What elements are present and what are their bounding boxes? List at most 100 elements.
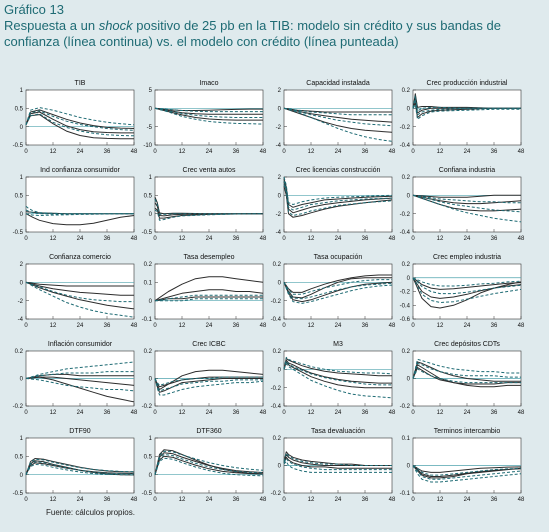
solid-series-line [283,361,392,389]
solid-series-line [412,465,522,473]
solid-series-line [25,376,135,403]
panel-title: Inflación consumidor [48,341,113,348]
y-tick-label: 0.5 [144,194,153,200]
solid-series-line [283,281,393,303]
y-tick-label: -0.2 [400,404,411,410]
x-tick-label: 0 [24,497,28,503]
x-tick-label: 36 [362,410,369,416]
x-tick-label: 12 [179,149,186,155]
dashed-series-line [154,457,264,477]
solid-series-line [283,107,393,133]
solid-series-line [25,213,135,226]
solid-series-line [25,462,135,475]
solid-series-line [412,194,521,198]
dashed-series-line [154,107,263,118]
panel-frame [25,263,135,320]
x-tick-label: 0 [153,149,157,155]
figure-header: Gráfico 13 Respuesta a un shock positivo… [4,2,544,50]
x-tick-label: 36 [233,149,240,155]
y-tick-label: 0 [20,377,24,383]
panel-title: Crec producción industrial [427,80,508,87]
y-tick-label: -0.6 [400,317,411,323]
x-tick-label: 24 [77,410,84,416]
x-tick-label: 48 [131,323,138,329]
x-tick-label: 12 [437,410,444,416]
solid-series-line [154,289,264,302]
x-tick-label: 48 [260,323,267,329]
x-tick-label: 0 [282,410,286,416]
x-tick-label: 36 [233,410,240,416]
x-tick-label: 12 [50,410,57,416]
x-tick-label: 12 [308,410,315,416]
panel-title: Tasa devaluación [311,428,365,435]
x-tick-label: 0 [411,149,415,155]
x-tick-label: 48 [518,497,525,503]
dashed-series-line [412,465,522,480]
dashed-series-line [283,107,393,127]
dashed-series-line [412,277,522,287]
panel-title: DTF90 [69,428,91,435]
panel-title: DTF360 [196,428,221,435]
panel-frame [412,176,522,233]
y-tick-label: -0.1 [400,491,411,497]
y-tick-label: 0.2 [273,436,282,442]
panel-title: Crec empleo industria [433,254,501,261]
x-tick-label: 24 [464,497,471,503]
x-tick-label: 12 [437,323,444,329]
x-tick-label: 24 [77,149,84,155]
solid-series-line [154,296,263,302]
solid-series-line [25,281,134,287]
y-tick-label: -0.2 [271,491,282,497]
y-tick-label: 0 [20,125,24,131]
x-tick-label: 36 [233,323,240,329]
panel-title: Terminos intercambio [434,428,501,435]
y-tick-label: -0.2 [271,299,282,305]
x-tick-label: 24 [335,323,342,329]
y-tick-label: 0 [149,299,153,305]
solid-series-line [283,359,392,384]
y-tick-label: 0.2 [15,349,24,355]
solid-series-line [25,281,135,310]
dashed-series-line [25,378,135,392]
x-tick-label: 24 [464,236,471,242]
x-tick-label: 48 [389,323,396,329]
y-tick-label: 1 [20,88,24,94]
x-tick-label: 36 [233,236,240,242]
y-tick-label: 0 [278,464,282,470]
y-tick-label: 0.2 [273,262,282,268]
y-tick-label: 0 [20,473,24,479]
y-tick-label: -0.5 [13,230,24,236]
solid-series-line [412,367,521,385]
y-tick-label: 0.5 [144,455,153,461]
panel-frame [283,263,393,320]
dashed-series-line [154,376,263,386]
x-tick-label: 48 [389,149,396,155]
x-tick-label: 0 [24,323,28,329]
y-tick-label: 5 [149,88,153,94]
figure-title-italic: shock [98,18,133,33]
dashed-series-line [25,113,135,137]
figure-number: Gráfico 13 [4,2,64,17]
y-tick-label: 0 [149,473,153,479]
y-tick-label: -0.4 [400,143,411,149]
panel-frame [412,263,522,320]
y-tick-label: 0 [149,377,153,383]
solid-series-line [283,357,392,377]
dashed-series-line [154,454,264,475]
x-tick-label: 12 [308,149,315,155]
dashed-series-line [25,281,135,318]
y-tick-label: 0.2 [402,349,411,355]
y-tick-label: 2 [20,262,24,268]
x-tick-label: 12 [437,497,444,503]
y-tick-label: 0 [407,107,411,113]
y-tick-label: -0.4 [400,303,411,309]
y-tick-label: -0.2 [400,212,411,218]
dashed-series-line [412,95,521,112]
panel-title: Crec ICBC [192,341,225,348]
panel-title: Confianza comercio [49,254,111,261]
x-tick-label: 0 [153,323,157,329]
x-tick-label: 48 [131,497,138,503]
x-tick-label: 0 [153,410,157,416]
y-tick-label: 0 [407,194,411,200]
panel-title: Crec venta autos [183,167,236,174]
